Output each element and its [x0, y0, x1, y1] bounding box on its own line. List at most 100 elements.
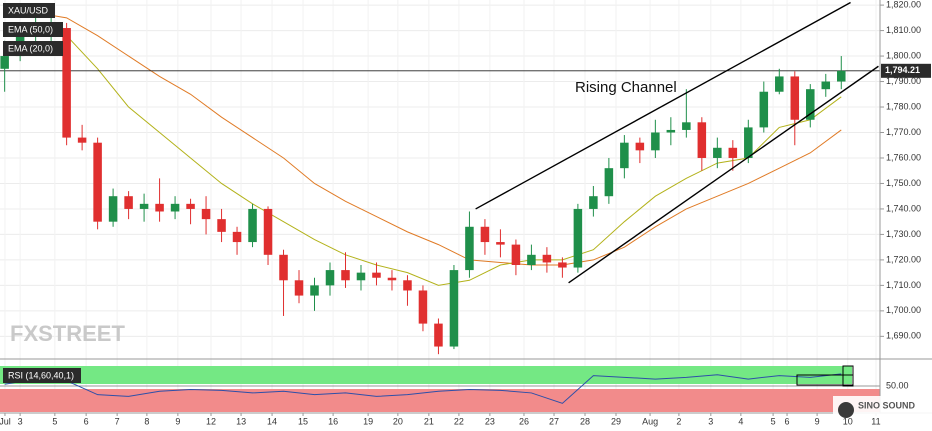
- y-tick-label: 1,800.00: [886, 50, 921, 60]
- candle-body: [294, 280, 304, 296]
- rsi-upper-zone: [0, 366, 852, 384]
- candle-body: [604, 168, 614, 197]
- candle-body: [806, 89, 815, 120]
- candle-body: [170, 203, 180, 212]
- x-tick-label: 19: [363, 416, 373, 426]
- y-tick-label: 1,710.00: [886, 280, 921, 290]
- y-tick-label: 1,750.00: [886, 178, 921, 188]
- legend-entry: EMA (50,0): [8, 24, 53, 34]
- x-tick-label: 22: [454, 416, 464, 426]
- legend-box: [3, 41, 63, 56]
- watermark: FXSTREET: [10, 321, 125, 346]
- y-tick-label: 1,820.00: [886, 0, 921, 9]
- x-tick-label: 3: [18, 416, 23, 426]
- x-tick-label: 7: [115, 416, 120, 426]
- legend-box: [3, 3, 55, 18]
- candle-body: [201, 208, 211, 220]
- x-tick-label: 21: [424, 416, 434, 426]
- candle-body: [139, 203, 149, 209]
- candle-body: [356, 272, 366, 281]
- candle-body: [589, 196, 598, 209]
- channel-line: [568, 65, 879, 284]
- y-tick-label: 1,730.00: [886, 229, 921, 239]
- x-tick-label: 28: [580, 416, 590, 426]
- x-tick-label: 14: [267, 416, 277, 426]
- candle-body: [635, 142, 645, 151]
- candle-body: [124, 196, 133, 209]
- y-tick-label: 1,780.00: [886, 101, 921, 111]
- x-tick-label: 27: [549, 416, 559, 426]
- price-label-box: [881, 63, 931, 78]
- candle-body: [620, 142, 629, 169]
- brand: SINO SOUND: [858, 400, 916, 410]
- candle-body: [744, 127, 753, 158]
- candle-body: [480, 226, 490, 243]
- candle-body: [0, 56, 9, 69]
- x-tick-label: 9: [815, 416, 820, 426]
- candle-body: [775, 76, 784, 92]
- rsi-panel: [0, 366, 880, 412]
- rsi-line: [4, 373, 842, 404]
- channel-line: [475, 1, 851, 210]
- x-tick-label: 5: [771, 416, 776, 426]
- candle-body: [697, 122, 707, 158]
- candle-body: [341, 270, 350, 281]
- candle-body: [728, 147, 738, 158]
- candle-body: [558, 262, 567, 268]
- candle-body: [666, 129, 676, 133]
- candle-body: [790, 76, 800, 120]
- x-tick-label: 11: [871, 416, 880, 426]
- candle-body: [325, 270, 335, 286]
- x-tick-label: 29: [611, 416, 621, 426]
- legend-entry: EMA (20,0): [8, 43, 53, 53]
- y-tick-label: 1,760.00: [886, 152, 921, 162]
- candle-body: [155, 203, 164, 212]
- ema-line: [4, 24, 842, 286]
- ema-line: [4, 9, 842, 266]
- candle-body: [527, 254, 536, 265]
- x-tick-label: 8: [144, 416, 149, 426]
- symbol: XAU/USD: [8, 5, 49, 15]
- candle-body: [310, 285, 319, 296]
- y-tick-label: 1,770.00: [886, 127, 921, 137]
- legend-box: [3, 368, 81, 383]
- candle-body: [651, 132, 660, 151]
- x-tick-label: 10: [843, 416, 853, 426]
- x-tick-label: 15: [298, 416, 308, 426]
- y-tick-label: 1,700.00: [886, 305, 921, 315]
- x-tick-label: 4: [738, 416, 743, 426]
- candle-body: [511, 244, 521, 265]
- candle-body: [77, 137, 87, 143]
- candle-body: [759, 91, 769, 128]
- x-tick-label: 6: [84, 416, 89, 426]
- candle-body: [465, 226, 474, 271]
- candle-body: [263, 208, 273, 255]
- y-tick-label: 1,810.00: [886, 25, 921, 35]
- candle-body: [573, 208, 583, 268]
- plot: [0, 1, 880, 355]
- x-tick-label: 9: [175, 416, 180, 426]
- candle-body: [186, 203, 195, 209]
- candle-body: [232, 231, 242, 243]
- x-tick-label: 6: [785, 416, 790, 426]
- x-tick-label: 12: [206, 416, 216, 426]
- legend-box: [3, 22, 63, 37]
- candle-body: [837, 70, 846, 82]
- x-tick-label: Jul: [0, 416, 11, 426]
- x-tick-label: 5: [52, 416, 57, 426]
- y-tick-label: 1,790.00: [886, 76, 921, 86]
- x-tick-label: 26: [519, 416, 529, 426]
- brand-icon: [838, 402, 854, 418]
- candle-body: [93, 142, 102, 222]
- annotation-box: [842, 365, 854, 387]
- candle-body: [713, 147, 722, 158]
- candle-body: [372, 272, 381, 278]
- candle-body: [403, 280, 412, 291]
- candle-body: [449, 270, 459, 347]
- y-tick-label: 1,740.00: [886, 203, 921, 213]
- y-tick-label: 1,690.00: [886, 331, 921, 341]
- candle-body: [434, 323, 443, 347]
- candle-body: [248, 208, 257, 243]
- x-tick-label: 23: [485, 416, 495, 426]
